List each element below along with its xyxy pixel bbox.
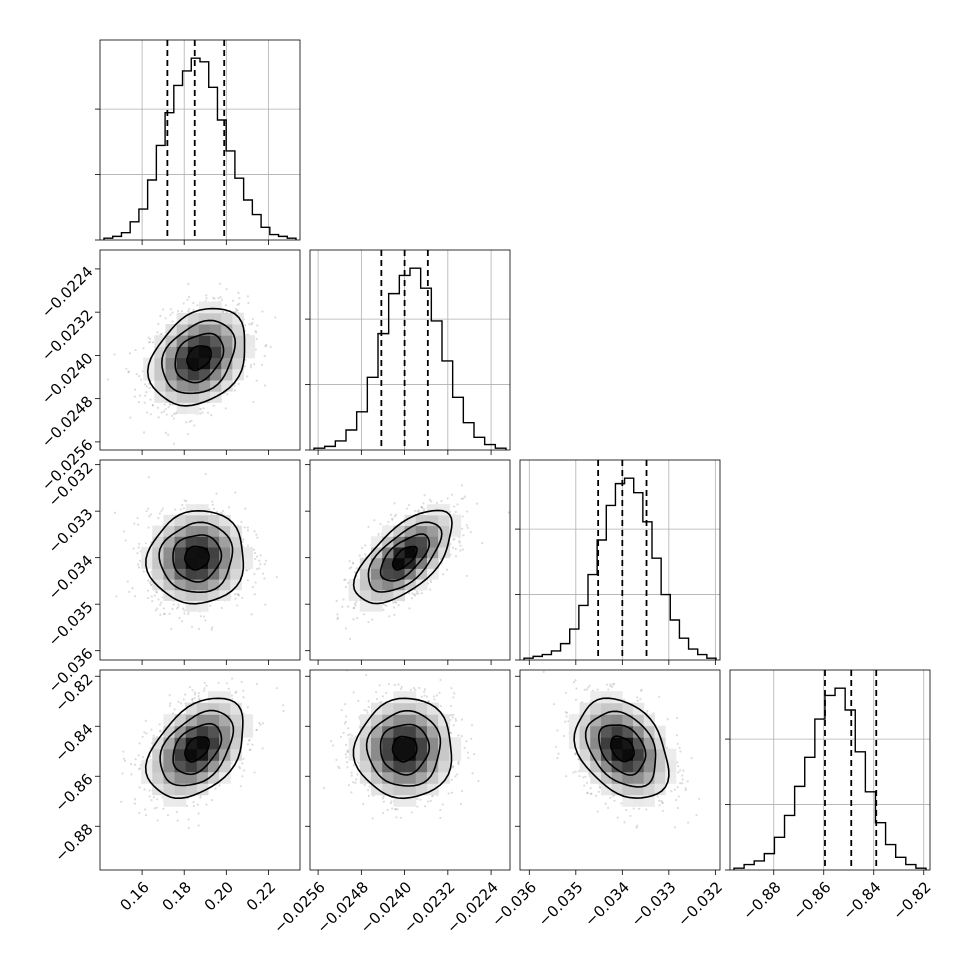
hist-panel-3 (725, 669, 931, 875)
x-tick-label: 0.18 (159, 878, 195, 914)
histogram-1 (313, 267, 507, 450)
contour-line (144, 697, 244, 799)
x-tick-label: −0.82 (889, 878, 934, 923)
contour-line (186, 345, 212, 372)
y-tick-label: −0.88 (51, 820, 96, 865)
contour-line (172, 722, 223, 776)
panel-frame (309, 459, 511, 661)
panel-frame (309, 249, 511, 451)
histogram-3 (733, 687, 927, 870)
panel-frame (99, 249, 301, 451)
contour-line (391, 735, 418, 763)
contour-line (183, 545, 210, 571)
scatter-panel-0-1 (95, 249, 301, 455)
y-tick-label: −0.034 (45, 551, 97, 603)
contour-line (367, 521, 443, 593)
histogram-2 (523, 477, 717, 660)
contour-line (160, 319, 237, 395)
contour-line (172, 534, 223, 583)
hist-panel-1 (305, 249, 511, 455)
x-tick-label: −0.88 (739, 878, 784, 923)
contour-line (184, 736, 210, 763)
panel-frame (99, 669, 301, 871)
x-tick-label: −0.032 (674, 878, 726, 930)
x-tick-label: 0.20 (201, 878, 237, 914)
panel-frame (519, 669, 721, 871)
contour-line (365, 710, 442, 787)
contour-line (391, 545, 418, 571)
contour-line (584, 710, 657, 788)
y-tick-label: −0.035 (45, 598, 97, 650)
contour-line (609, 735, 635, 763)
x-tick-label: 0.22 (243, 878, 279, 914)
panel-frame (729, 669, 931, 871)
scatter-panel-0-2 (95, 459, 301, 665)
panel-frame (519, 459, 721, 661)
x-tick-label: −0.033 (628, 878, 680, 930)
contour-line (573, 697, 670, 799)
contour-line (145, 509, 245, 605)
hist-panel-0 (95, 39, 301, 245)
hist-panel-2 (515, 459, 721, 665)
contour-line (159, 709, 235, 787)
scatter-panel-1-2 (305, 459, 511, 665)
scatter-panel-2-3 (515, 669, 721, 875)
scatter-panel-1-3 (305, 669, 511, 875)
contour-line (146, 307, 246, 407)
x-tick-label: −0.035 (535, 878, 587, 930)
contour-line (158, 521, 234, 594)
y-tick-label: −0.84 (51, 720, 96, 765)
histogram-0 (103, 57, 297, 240)
x-tick-label: −0.034 (581, 878, 633, 930)
contour-line (352, 697, 453, 800)
y-tick-label: −0.033 (45, 505, 97, 557)
x-tick-label: −0.86 (789, 878, 834, 923)
contour-line (379, 723, 431, 776)
contour-line (597, 724, 647, 776)
panel-frame (99, 459, 301, 661)
x-tick-label: −0.84 (839, 878, 884, 923)
scatter-panel-0-3 (95, 669, 301, 875)
contour-line (352, 509, 453, 605)
x-tick-label: 0.16 (117, 878, 153, 914)
contour-line (174, 332, 225, 384)
y-tick-label: −0.86 (51, 770, 96, 815)
panel-frame (309, 669, 511, 871)
contour-line (379, 533, 431, 582)
panel-frame (99, 39, 301, 241)
